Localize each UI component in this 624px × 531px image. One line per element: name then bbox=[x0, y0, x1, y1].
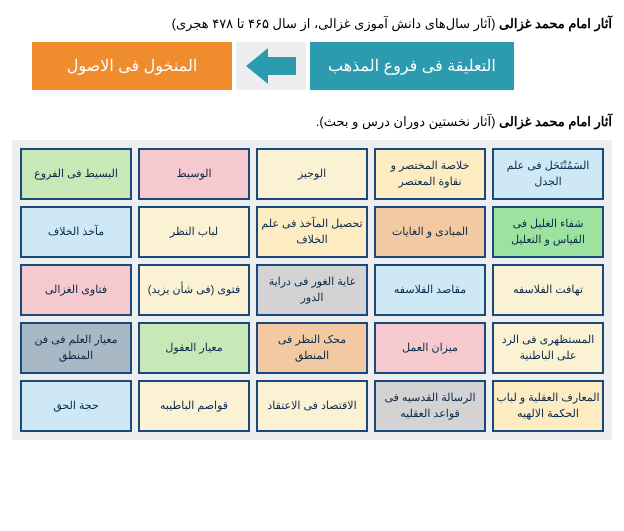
flow-box-left: المنخول فی الاصول bbox=[32, 42, 232, 90]
grid-cell: مآخذ الخلاف bbox=[20, 206, 132, 258]
grid-cell: لباب النظر bbox=[138, 206, 250, 258]
flow-box-right-text: التعلیقة فی فروع المذهب bbox=[328, 58, 496, 75]
flow-box-left-text: المنخول فی الاصول bbox=[67, 58, 198, 75]
grid-cell: قواصم الباطیبه bbox=[138, 380, 250, 432]
grid-cell: الاقتصاد فی الاعتقاد bbox=[256, 380, 368, 432]
section2-title: آثار امام محمد غزالی (آثار نخستین دوران … bbox=[12, 114, 612, 130]
section1-title-sub: (آثار سال‌های دانش آموزی غزالی، از سال ۴… bbox=[172, 16, 499, 31]
grid-cell: الوجیز bbox=[256, 148, 368, 200]
grid-cell: خلاصة المختصر و نقاوة المعتصر bbox=[374, 148, 486, 200]
flow-row: المنخول فی الاصول التعلیقة فی فروع المذه… bbox=[12, 42, 612, 90]
grid-cell: فتاوی الغزالی bbox=[20, 264, 132, 316]
grid-cell: الرسالة القدسیه فی قواعد العقلیه bbox=[374, 380, 486, 432]
grid-cell: شفاء الغلیل فی القیاس و التعلیل bbox=[492, 206, 604, 258]
grid-cell: محک النظر فی المنطق bbox=[256, 322, 368, 374]
grid-cell: حجة الحق bbox=[20, 380, 132, 432]
flow-box-right: التعلیقة فی فروع المذهب bbox=[310, 42, 514, 90]
grid-cell: غایة الغور فی درایة الدور bbox=[256, 264, 368, 316]
grid-cell: مقاصد الفلاسفه bbox=[374, 264, 486, 316]
section2-title-sub: (آثار نخستین دوران درس و بحث). bbox=[316, 114, 499, 129]
arrow-left-icon bbox=[246, 48, 296, 84]
grid-cell: المبادی و الغایات bbox=[374, 206, 486, 258]
works-grid: السَمُنْتَحَل فی علم الجدلخلاصة المختصر … bbox=[12, 140, 612, 440]
section1-title-bold: آثار امام محمد غزالی bbox=[499, 16, 612, 31]
grid-cell: تهافت الفلاسفه bbox=[492, 264, 604, 316]
grid-cell: تحصیل المآخذ فی علم الخلاف bbox=[256, 206, 368, 258]
grid-cell: المستظهری فی الرد علی الباطنية bbox=[492, 322, 604, 374]
section2-title-bold: آثار امام محمد غزالی bbox=[499, 114, 612, 129]
arrow-container bbox=[236, 42, 306, 90]
grid-cell: میزان العمل bbox=[374, 322, 486, 374]
grid-cell: السَمُنْتَحَل فی علم الجدل bbox=[492, 148, 604, 200]
grid-cell: معیار العقول bbox=[138, 322, 250, 374]
grid-cell: الوسیط bbox=[138, 148, 250, 200]
grid-cell: المعارف العقلیة و لباب الحکمة الالهیه bbox=[492, 380, 604, 432]
grid-cell: فتوی (فی شأن یزید) bbox=[138, 264, 250, 316]
section1-title: آثار امام محمد غزالی (آثار سال‌های دانش … bbox=[12, 16, 612, 32]
grid-cell: معیار العلم فی فن المنطق bbox=[20, 322, 132, 374]
grid-cell: البسیط فی الفروع bbox=[20, 148, 132, 200]
